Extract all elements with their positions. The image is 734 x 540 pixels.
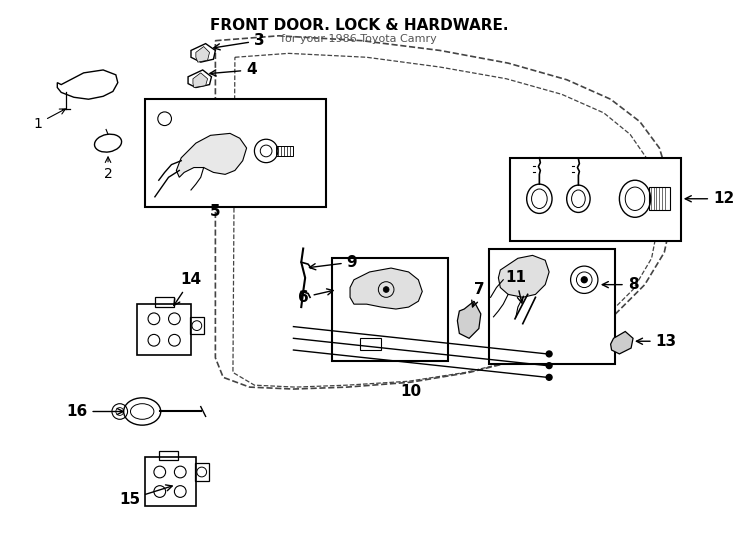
Text: 12: 12	[686, 191, 734, 206]
Text: 8: 8	[602, 277, 639, 292]
Circle shape	[546, 374, 552, 380]
Text: 7: 7	[472, 282, 484, 307]
Text: 15: 15	[119, 485, 172, 507]
Text: 2: 2	[103, 157, 112, 181]
Text: 16: 16	[66, 404, 123, 419]
Polygon shape	[196, 46, 209, 62]
Bar	[649, 187, 670, 211]
Text: 1: 1	[33, 109, 65, 131]
Polygon shape	[457, 301, 481, 338]
Bar	[190, 317, 203, 334]
Text: 14: 14	[174, 272, 202, 306]
Bar	[145, 99, 326, 207]
Bar	[195, 463, 208, 481]
Bar	[333, 258, 448, 361]
Text: 11: 11	[506, 271, 526, 303]
Text: 6: 6	[298, 289, 333, 305]
Bar	[276, 146, 294, 156]
Bar	[155, 298, 175, 307]
Bar	[159, 450, 178, 460]
Text: FRONT DOOR. LOCK & HARDWARE.: FRONT DOOR. LOCK & HARDWARE.	[210, 18, 508, 33]
Circle shape	[383, 287, 389, 293]
Polygon shape	[188, 70, 211, 87]
Circle shape	[546, 351, 552, 357]
Polygon shape	[611, 332, 633, 354]
Circle shape	[546, 363, 552, 369]
Circle shape	[581, 277, 587, 282]
Polygon shape	[57, 70, 117, 99]
Text: for your 1986 Toyota Camry: for your 1986 Toyota Camry	[281, 34, 437, 44]
Bar	[145, 457, 196, 506]
Bar	[137, 304, 191, 355]
Polygon shape	[193, 73, 208, 87]
Text: 5: 5	[210, 204, 221, 219]
Text: 4: 4	[210, 63, 257, 77]
Polygon shape	[498, 255, 549, 298]
Bar	[489, 248, 616, 363]
Text: 13: 13	[636, 334, 677, 349]
Text: 3: 3	[214, 33, 265, 50]
Bar	[510, 158, 681, 241]
Text: 9: 9	[310, 255, 357, 270]
Bar	[360, 338, 381, 350]
Polygon shape	[350, 268, 422, 309]
Polygon shape	[176, 133, 247, 177]
Text: 10: 10	[400, 384, 421, 400]
Polygon shape	[191, 44, 215, 62]
